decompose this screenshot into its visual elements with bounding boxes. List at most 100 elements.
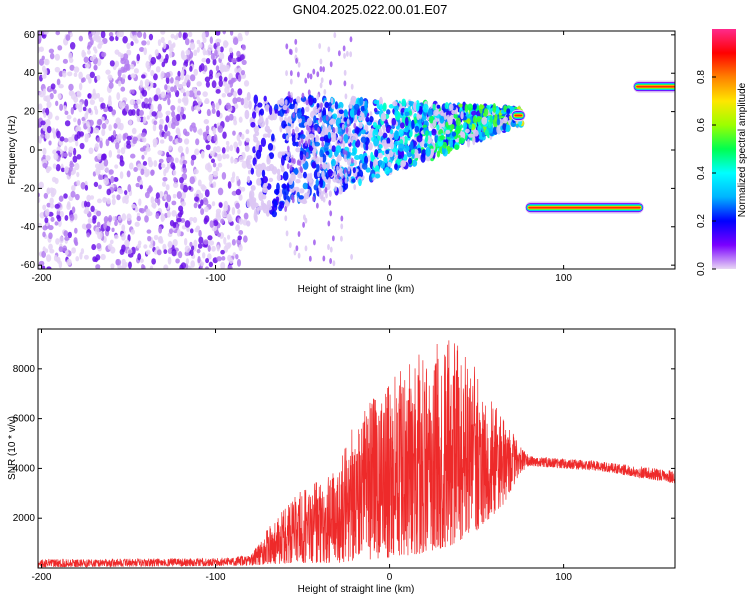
y-tick-label: 4000: [13, 463, 36, 474]
noise-mark: [130, 153, 136, 159]
band-mark: [460, 131, 466, 138]
band-mark: [325, 150, 330, 156]
noise-mark: [94, 163, 101, 169]
noise-mark: [62, 70, 67, 78]
noise-mark: [235, 188, 242, 196]
x-tick-label: -100: [206, 273, 226, 284]
noise-mark: [235, 202, 240, 209]
band-mark: [324, 101, 330, 109]
band-mark: [464, 128, 470, 134]
noise-mark: [184, 245, 191, 253]
noise-mark: [208, 261, 214, 268]
noise-mark: [193, 49, 198, 57]
noise-mark: [78, 35, 83, 42]
band-mark: [365, 116, 370, 123]
noise-mark: [54, 221, 59, 226]
noise-mark: [204, 266, 210, 269]
noise-mark: [60, 167, 65, 173]
band-mark: [360, 105, 365, 112]
noise-mark: [105, 69, 111, 75]
y-tick-label: 2000: [13, 513, 36, 524]
noise-mark: [204, 189, 210, 198]
noise-mark: [133, 68, 139, 74]
noise-mark: [236, 259, 242, 267]
streak-mark: [345, 50, 349, 57]
noise-mark: [43, 192, 49, 199]
noise-mark: [133, 166, 138, 172]
noise-mark: [160, 163, 166, 169]
streak-mark: [349, 51, 353, 58]
noise-mark: [43, 58, 49, 65]
band-mark: [321, 154, 327, 163]
band-mark: [427, 108, 433, 117]
noise-mark: [241, 44, 246, 51]
streak-mark: [324, 187, 328, 194]
band-mark: [268, 105, 273, 116]
noise-mark: [66, 258, 72, 266]
band-mark: [245, 129, 250, 135]
noise-mark: [227, 242, 232, 248]
y-tick-label: -20: [21, 183, 36, 194]
noise-mark: [83, 56, 89, 63]
noise-mark: [115, 258, 122, 266]
noise-mark: [230, 176, 235, 183]
noise-mark: [100, 31, 106, 39]
band-mark: [297, 173, 303, 179]
streak-mark: [319, 163, 323, 170]
noise-mark: [55, 100, 59, 107]
noise-mark: [136, 108, 141, 117]
y-tick-label: -40: [21, 222, 36, 233]
noise-mark: [163, 249, 168, 255]
noise-mark: [196, 104, 201, 112]
noise-mark: [63, 230, 69, 237]
noise-mark: [99, 162, 105, 171]
noise-mark: [144, 78, 150, 86]
band-mark: [483, 108, 489, 117]
noise-mark: [91, 31, 95, 36]
noise-mark: [114, 220, 118, 227]
noise-mark: [163, 58, 169, 64]
noise-mark: [159, 118, 164, 125]
noise-mark: [212, 170, 219, 178]
streak-mark: [307, 89, 311, 96]
noise-mark: [108, 82, 114, 89]
noise-mark: [166, 151, 170, 158]
band-mark: [279, 201, 285, 209]
colorbar-bar: [712, 29, 736, 269]
noise-mark: [177, 145, 184, 153]
band-mark: [481, 131, 485, 138]
noise-mark: [154, 49, 159, 57]
streak-mark: [340, 215, 344, 222]
band-mark: [281, 120, 287, 129]
band-mark: [299, 150, 304, 161]
noise-mark: [131, 109, 136, 116]
band-mark: [382, 132, 388, 139]
band-mark: [296, 191, 300, 197]
noise-mark: [143, 103, 149, 109]
band-mark: [296, 109, 302, 119]
noise-mark: [76, 154, 82, 160]
noise-mark: [235, 254, 239, 260]
noise-mark: [73, 213, 78, 221]
band-mark: [473, 129, 479, 137]
y-tick-label: 20: [24, 107, 36, 118]
x-tick-label: 0: [387, 273, 393, 284]
noise-mark: [230, 156, 234, 164]
noise-mark: [96, 198, 102, 204]
noise-mark: [235, 175, 240, 181]
snr-panel: -200 -100 0 100 2000 4000 6000 8000 Height of …: [7, 328, 676, 595]
noise-mark: [168, 135, 173, 142]
noise-mark: [55, 163, 61, 172]
noise-mark: [44, 217, 49, 224]
band-mark: [332, 113, 338, 120]
noise-mark: [42, 147, 47, 155]
streak-mark: [353, 122, 357, 129]
band-mark: [246, 175, 251, 184]
noise-mark: [104, 166, 110, 173]
noise-mark: [198, 204, 202, 209]
band-mark: [349, 108, 355, 118]
band-mark: [408, 131, 413, 138]
noise-mark: [228, 113, 234, 121]
noise-mark: [182, 184, 189, 193]
noise-mark: [194, 148, 200, 156]
